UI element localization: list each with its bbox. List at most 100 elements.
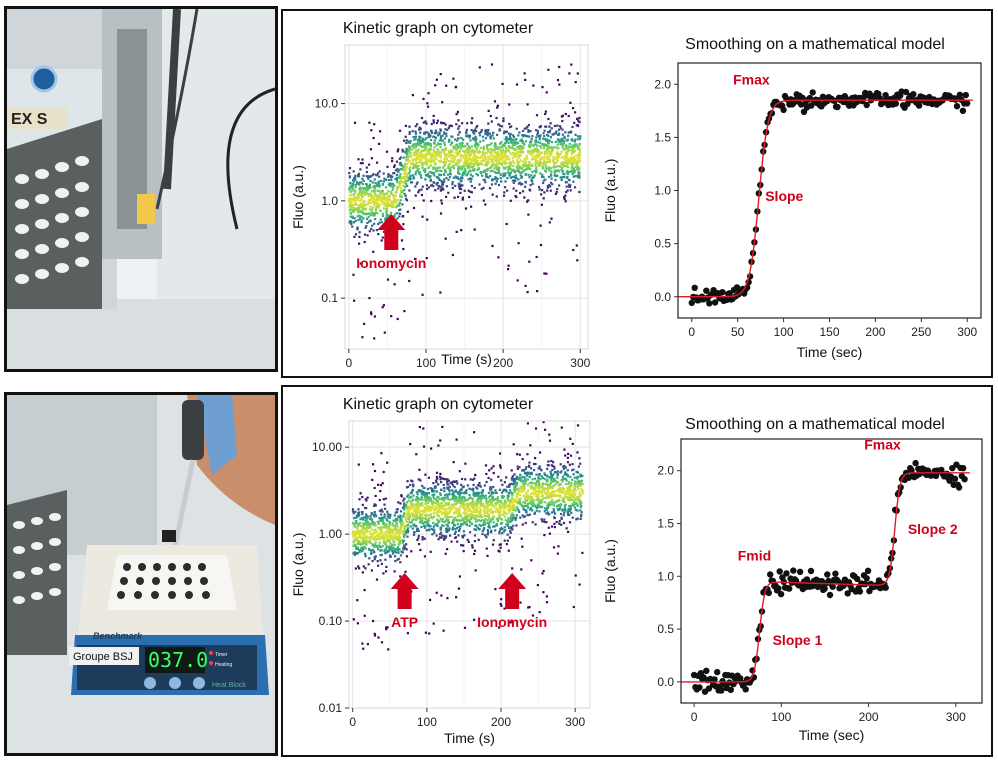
scatter-point: [361, 642, 364, 645]
scatter-point: [455, 152, 458, 155]
scatter-point: [466, 166, 469, 169]
scatter-point: [431, 517, 434, 520]
scatter-point: [530, 137, 533, 140]
scatter-point: [465, 161, 468, 164]
scatter-point: [576, 259, 579, 262]
scatter-point: [458, 130, 461, 133]
scatter-point: [407, 527, 410, 530]
scatter-point: [486, 158, 489, 161]
scatter-point: [442, 535, 445, 538]
scatter-point: [370, 209, 374, 212]
scatter-point: [572, 490, 575, 493]
scatter-point: [502, 161, 505, 164]
scatter-point: [463, 167, 467, 170]
scatter-point: [485, 480, 488, 484]
scatter-point: [470, 511, 473, 514]
scatter-point: [378, 528, 381, 531]
scatter-point: [469, 153, 472, 156]
scatter-point: [535, 136, 538, 139]
scatter-point: [492, 497, 495, 500]
scatter-point: [436, 151, 439, 154]
scatter-point: [487, 128, 490, 132]
scatter-point: [390, 315, 393, 318]
x-tick-label: 250: [911, 325, 931, 339]
scatter-point: [512, 480, 515, 483]
scatter-point: [439, 129, 443, 132]
scatter-point: [476, 174, 479, 177]
scatter-point: [377, 206, 380, 209]
scatter-point: [491, 512, 494, 515]
scatter-point: [508, 103, 511, 106]
scatter-point: [353, 217, 356, 220]
scatter-point: [513, 154, 516, 157]
top-panel: 0 100 200 300 0.1 1.0 10.0 Kinetic graph on cyt…: [281, 9, 993, 378]
scatter-point: [443, 137, 446, 140]
scatter-point: [398, 209, 401, 212]
scatter-point: [536, 504, 539, 507]
scatter-point: [481, 156, 484, 159]
scatter-point: [460, 502, 463, 505]
scatter-point: [378, 535, 381, 538]
scatter-point: [493, 510, 496, 513]
scatter-point: [532, 501, 535, 504]
scatter-point: [354, 186, 357, 189]
scatter-point: [524, 510, 528, 513]
scatter-point: [353, 522, 356, 525]
scatter-point: [530, 503, 533, 506]
scatter-point: [492, 162, 495, 165]
scatter-point: [518, 499, 521, 502]
scatter-point: [431, 172, 434, 175]
scatter-point: [391, 530, 394, 534]
scatter-point: [451, 528, 454, 531]
scatter-point: [513, 140, 516, 143]
scatter-point: [369, 175, 373, 178]
scatter-point: [486, 521, 489, 525]
scatter-point: [496, 133, 499, 136]
scatter-point: [384, 219, 387, 222]
scatter-point: [395, 199, 398, 202]
scatter-point: [395, 522, 398, 525]
scatter-point: [373, 545, 376, 548]
scatter-point: [413, 514, 416, 517]
scatter-point: [429, 178, 432, 181]
scatter-point: [454, 86, 457, 89]
scatter-point: [514, 179, 517, 182]
scatter-point: [543, 135, 546, 138]
scatter-point: [509, 510, 512, 513]
scatter-point: [366, 234, 369, 237]
scatter-point: [578, 153, 582, 156]
scatter-point: [386, 626, 389, 629]
scatter-point: [455, 144, 458, 147]
scatter-point: [446, 128, 449, 132]
scatter-point: [581, 489, 584, 492]
scatter-point: [420, 139, 423, 143]
scatter-point: [383, 513, 386, 516]
scatter-point: [436, 518, 439, 521]
scatter-point: [544, 473, 547, 476]
scatter-point: [464, 169, 467, 172]
scatter-point: [476, 168, 479, 171]
scatter-point: [411, 490, 414, 493]
scatter-point: [373, 535, 377, 538]
scatter-point: [567, 483, 570, 486]
scatter-point: [522, 469, 525, 472]
scatter-point: [430, 199, 433, 203]
scatter-point: [556, 174, 559, 177]
scatter-point: [415, 164, 418, 167]
scatter-point: [574, 480, 577, 483]
scatter-point: [578, 174, 581, 177]
scatter-point: [355, 536, 358, 539]
scatter-point: [426, 521, 429, 524]
scatter-point: [364, 519, 367, 522]
scatter-point: [552, 155, 555, 158]
scatter-point: [507, 132, 510, 135]
scatter-point: [402, 512, 405, 515]
scatter-point: [350, 206, 354, 209]
scatter-point: [536, 503, 539, 506]
scatter-point: [554, 479, 557, 483]
scatter-point: [547, 501, 551, 504]
scatter-point: [457, 119, 460, 122]
scatter-point: [542, 162, 545, 165]
scatter-point: [464, 509, 467, 512]
scatter-point: [353, 177, 356, 180]
